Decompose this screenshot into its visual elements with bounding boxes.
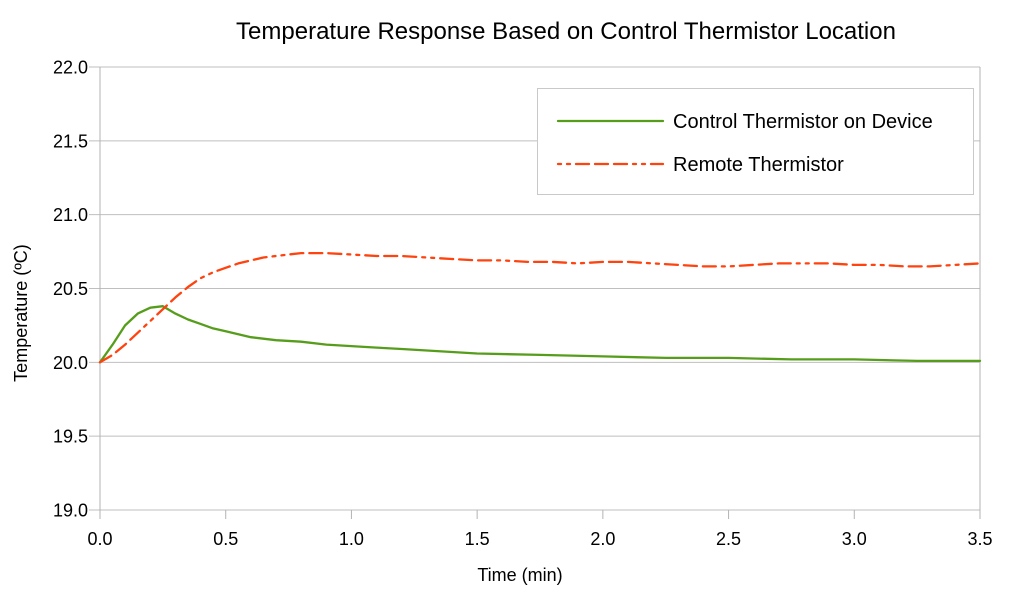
x-tick-label: 0.5	[213, 529, 238, 549]
legend: Control Thermistor on Device Remote Ther…	[537, 88, 974, 195]
legend-label-remote-thermistor: Remote Thermistor	[673, 154, 844, 176]
series-lines	[98, 251, 982, 364]
y-axis-label: Temperature (ºC)	[11, 244, 31, 382]
x-tick-label: 2.5	[716, 529, 741, 549]
series-line	[98, 251, 982, 364]
series-line	[98, 305, 982, 364]
x-tick-label: 3.5	[967, 529, 992, 549]
chart-title: Temperature Response Based on Control Th…	[236, 18, 896, 45]
y-tick-label: 20.0	[53, 353, 88, 373]
legend-box	[537, 88, 974, 195]
y-tick-label: 19.5	[53, 427, 88, 447]
y-tick-label: 22.0	[53, 58, 88, 78]
x-axis-label: Time (min)	[477, 565, 562, 585]
y-axis-tick-labels: 19.0 19.5 20.0 20.5 21.0 21.5 22.0	[53, 58, 88, 521]
x-tick-label: 1.5	[465, 529, 490, 549]
x-tick-label: 2.0	[590, 529, 615, 549]
y-tick-label: 19.0	[53, 501, 88, 521]
x-tick-label: 0.0	[87, 529, 112, 549]
x-axis-tick-labels: 0.0 0.5 1.0 1.5 2.0 2.5 3.0 3.5	[87, 529, 992, 549]
legend-line-samples	[556, 119, 665, 166]
y-tick-label: 21.5	[53, 131, 88, 151]
y-tick-label: 20.5	[53, 279, 88, 299]
gridlines	[89, 66, 980, 511]
y-tick-label: 21.0	[53, 205, 88, 225]
legend-label-control-thermistor: Control Thermistor on Device	[673, 111, 933, 133]
x-tick-label: 3.0	[842, 529, 867, 549]
axes	[99, 67, 981, 519]
x-tick-label: 1.0	[339, 529, 364, 549]
